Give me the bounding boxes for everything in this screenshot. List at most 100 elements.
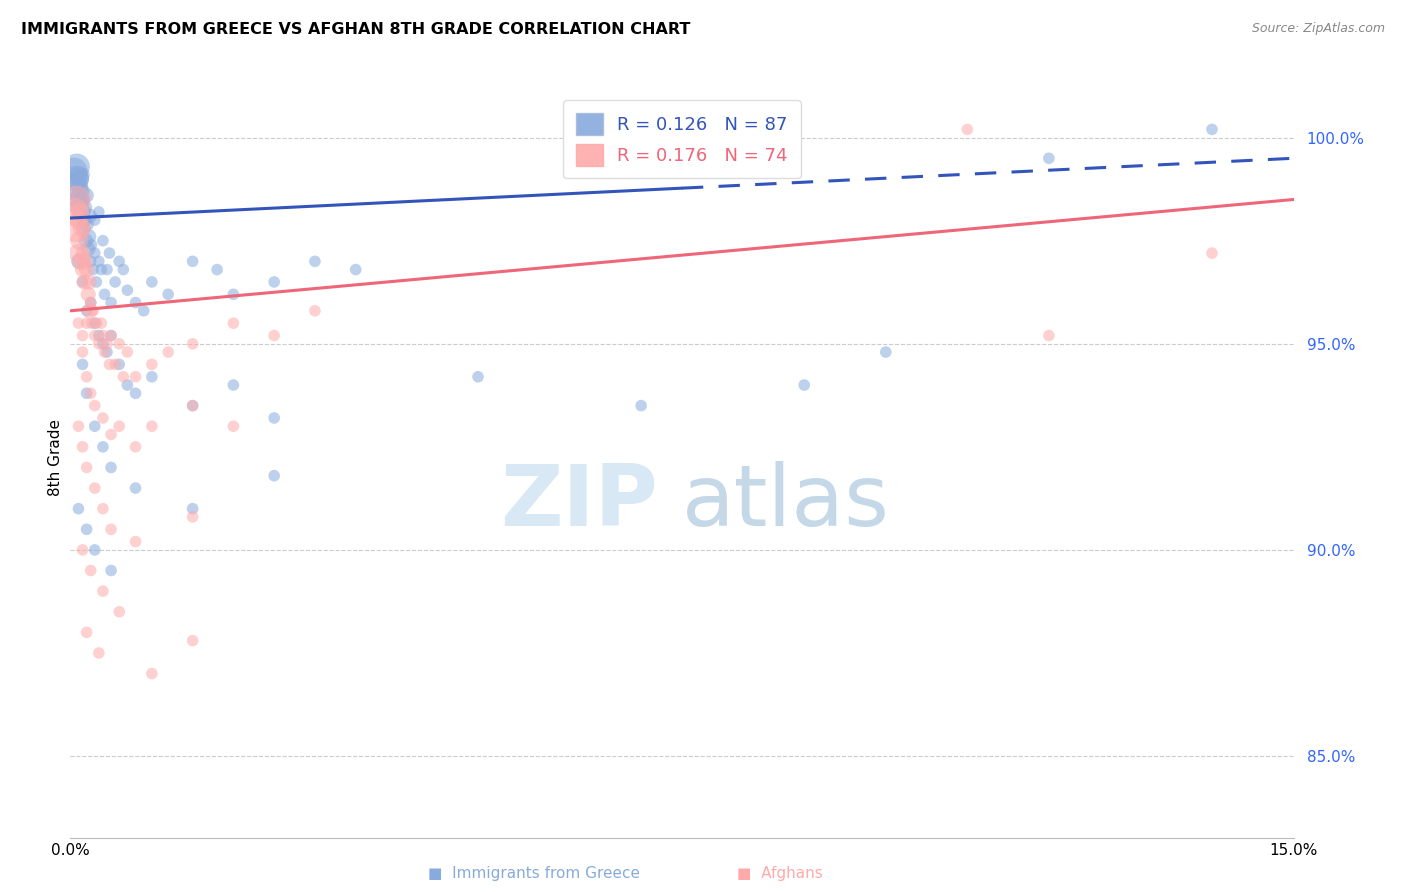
Point	[263, 328, 285, 343]
Point	[65, 221, 87, 235]
Point	[205, 262, 228, 277]
Point	[80, 237, 103, 252]
Point	[132, 303, 155, 318]
Point	[90, 262, 112, 277]
Point	[1201, 122, 1223, 136]
Point	[96, 262, 118, 277]
Point	[67, 213, 90, 227]
Point	[91, 584, 114, 599]
Point	[263, 411, 285, 425]
Point	[181, 399, 204, 413]
Point	[73, 201, 96, 215]
Point	[77, 242, 100, 256]
Point	[124, 481, 146, 495]
Point	[79, 303, 101, 318]
Point	[66, 160, 89, 174]
Point	[67, 501, 90, 516]
Point	[66, 193, 89, 207]
Point	[77, 287, 100, 301]
Point	[69, 172, 91, 186]
Point	[76, 460, 98, 475]
Point	[1038, 151, 1060, 165]
Point	[124, 295, 146, 310]
Point	[72, 440, 94, 454]
Point	[66, 246, 89, 260]
Point	[304, 303, 326, 318]
Point	[72, 542, 94, 557]
Point	[100, 460, 122, 475]
Point	[82, 303, 104, 318]
Point	[222, 419, 245, 434]
Point	[91, 336, 114, 351]
Point	[793, 378, 815, 392]
Point	[87, 336, 110, 351]
Point	[141, 358, 163, 372]
Point	[63, 180, 86, 194]
Point	[63, 205, 86, 219]
Point	[76, 316, 98, 330]
Point	[181, 336, 204, 351]
Point	[100, 328, 122, 343]
Point	[79, 209, 101, 223]
Point	[181, 510, 204, 524]
Text: ■  Afghans: ■ Afghans	[738, 866, 823, 881]
Text: Source: ZipAtlas.com: Source: ZipAtlas.com	[1251, 22, 1385, 36]
Point	[86, 275, 108, 289]
Point	[141, 275, 163, 289]
Point	[73, 254, 96, 268]
Point	[73, 275, 96, 289]
Point	[124, 534, 146, 549]
Point	[67, 316, 90, 330]
Point	[222, 378, 245, 392]
Text: IMMIGRANTS FROM GREECE VS AFGHAN 8TH GRADE CORRELATION CHART: IMMIGRANTS FROM GREECE VS AFGHAN 8TH GRA…	[21, 22, 690, 37]
Point	[76, 188, 98, 202]
Point	[79, 386, 103, 401]
Point	[141, 369, 163, 384]
Point	[70, 184, 93, 198]
Point	[65, 172, 87, 186]
Point	[83, 481, 105, 495]
Point	[96, 345, 118, 359]
Point	[124, 386, 146, 401]
Point	[1038, 328, 1060, 343]
Point	[108, 336, 131, 351]
Point	[76, 369, 98, 384]
Point	[90, 316, 112, 330]
Point	[91, 328, 114, 343]
Point	[79, 295, 103, 310]
Point	[67, 201, 90, 215]
Point	[83, 419, 105, 434]
Point	[108, 419, 131, 434]
Point	[72, 345, 94, 359]
Point	[70, 254, 93, 268]
Point	[83, 246, 105, 260]
Point	[222, 316, 245, 330]
Point	[108, 254, 131, 268]
Point	[93, 345, 115, 359]
Point	[112, 262, 135, 277]
Point	[66, 193, 89, 207]
Point	[76, 217, 98, 231]
Point	[157, 345, 180, 359]
Point	[72, 358, 94, 372]
Point	[104, 358, 127, 372]
Point	[141, 666, 163, 681]
Point	[100, 564, 122, 578]
Point	[66, 176, 89, 190]
Point	[79, 254, 103, 268]
Point	[72, 193, 94, 207]
Point	[83, 316, 105, 330]
Point	[100, 522, 122, 536]
Point	[181, 633, 204, 648]
Point	[630, 399, 652, 413]
Point	[108, 605, 131, 619]
Point	[304, 254, 326, 268]
Point	[96, 336, 118, 351]
Point	[72, 246, 94, 260]
Point	[76, 262, 98, 277]
Point	[72, 221, 94, 235]
Point	[72, 168, 94, 182]
Point	[91, 440, 114, 454]
Point	[67, 188, 90, 202]
Point	[70, 205, 93, 219]
